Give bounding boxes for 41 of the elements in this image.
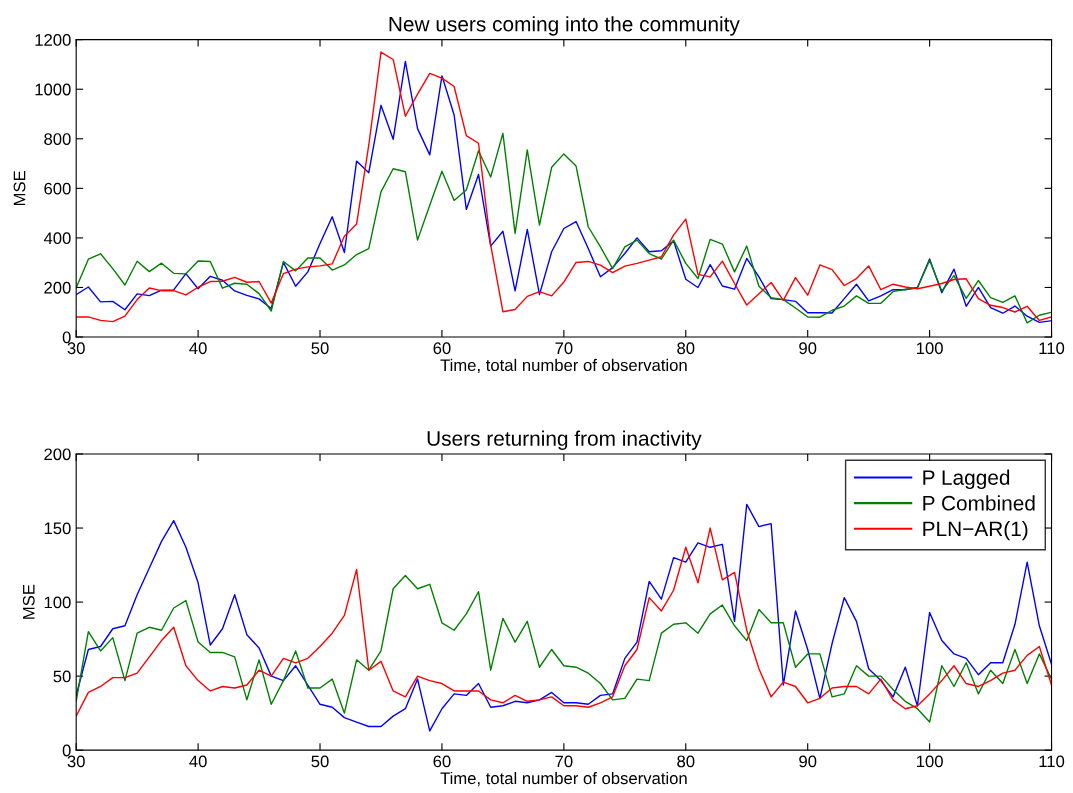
x-tick-label: 50 — [311, 342, 329, 355]
x-tick-label: 100 — [916, 342, 943, 355]
line-series — [76, 574, 1052, 723]
x-tick-label: 100 — [916, 755, 943, 768]
y-tick-label: 200 — [44, 448, 71, 461]
y-tick-label: 0 — [62, 331, 71, 344]
x-tick-label: 30 — [67, 755, 85, 768]
x-tick-label: 110 — [1039, 755, 1065, 768]
x-tick-label: 90 — [799, 755, 817, 768]
x-tick-label: 110 — [1039, 342, 1065, 355]
legend-label: P Lagged — [923, 469, 1010, 490]
x-tick-label: 70 — [555, 342, 573, 355]
y-axis-title: MSE — [22, 584, 35, 619]
x-tick-label: 30 — [67, 342, 85, 355]
y-tick-label: 100 — [44, 596, 71, 609]
legend-label: PLN−AR(1) — [923, 520, 1028, 541]
x-tick-label: 60 — [433, 342, 451, 355]
x-tick-label: 70 — [555, 755, 573, 768]
y-tick-label: 50 — [53, 670, 71, 683]
legend-label: P Combined — [923, 495, 1035, 511]
x-axis-title: Time, total number of observation — [440, 358, 687, 374]
y-tick-label: 0 — [62, 744, 71, 757]
x-tick-label: 40 — [189, 342, 207, 355]
x-tick-label: 50 — [311, 755, 329, 768]
chart-title: New users coming into the community — [389, 16, 740, 36]
chart-title: Users returning from inactivity — [427, 430, 702, 450]
y-tick-label: 1000 — [35, 83, 71, 96]
x-tick-label: 40 — [189, 755, 207, 768]
y-tick-label: 400 — [43, 232, 71, 245]
line-series — [76, 132, 1052, 324]
y-tick-label: 800 — [44, 133, 71, 145]
x-tick-label: 80 — [677, 755, 695, 768]
y-tick-label: 150 — [44, 522, 71, 535]
x-tick-label: 60 — [433, 755, 451, 768]
x-tick-label: 80 — [677, 342, 695, 355]
y-tick-label: 1200 — [35, 34, 71, 46]
x-tick-label: 90 — [799, 342, 817, 355]
y-tick-label: 600 — [44, 182, 71, 195]
x-axis-title: Time, total number of observation — [440, 771, 687, 787]
y-axis-title: MSE — [13, 171, 26, 206]
y-tick-label: 200 — [44, 281, 71, 294]
